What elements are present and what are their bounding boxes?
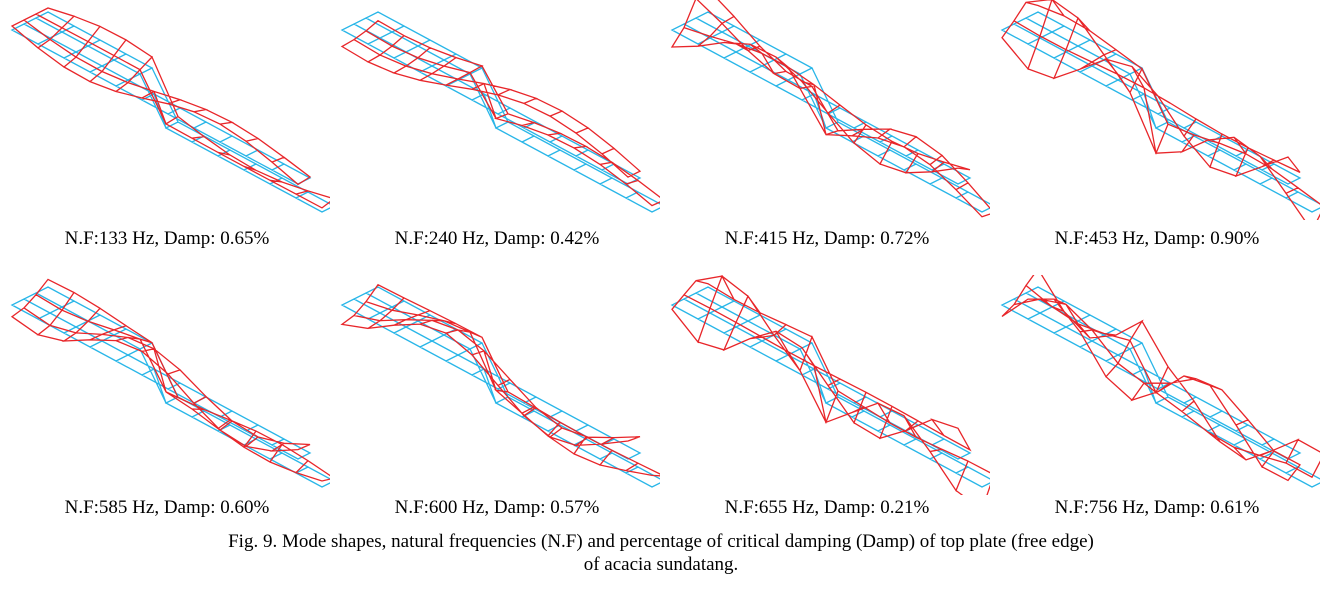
undeformed-mesh xyxy=(1002,287,1320,487)
undeformed-mesh xyxy=(672,12,990,212)
mode-shape xyxy=(662,0,990,220)
panel-caption: N.F:415 Hz, Damp: 0.72% xyxy=(662,228,992,250)
undeformed-mesh xyxy=(672,287,990,487)
mode-panel: N.F:585 Hz, Damp: 0.60% xyxy=(2,275,332,519)
mode-panel: N.F:240 Hz, Damp: 0.42% xyxy=(332,0,662,250)
mode-shape xyxy=(332,275,660,495)
mode-shape xyxy=(992,0,1320,220)
page: N.F:133 Hz, Damp: 0.65%N.F:240 Hz, Damp:… xyxy=(0,0,1322,599)
mode-panel: N.F:415 Hz, Damp: 0.72% xyxy=(662,0,992,250)
mode-shape xyxy=(2,0,330,220)
undeformed-mesh xyxy=(1002,12,1320,212)
panel-caption: N.F:600 Hz, Damp: 0.57% xyxy=(332,497,662,519)
mode-shape xyxy=(992,275,1320,495)
panel-caption: N.F:756 Hz, Damp: 0.61% xyxy=(992,497,1322,519)
mode-shape xyxy=(332,0,660,220)
mode-panel: N.F:600 Hz, Damp: 0.57% xyxy=(332,275,662,519)
deformed-mesh xyxy=(342,285,660,476)
panel-caption: N.F:655 Hz, Damp: 0.21% xyxy=(662,497,992,519)
panel-caption: N.F:453 Hz, Damp: 0.90% xyxy=(992,228,1322,250)
panel-caption: N.F:240 Hz, Damp: 0.42% xyxy=(332,228,662,250)
panel-caption: N.F:585 Hz, Damp: 0.60% xyxy=(2,497,332,519)
deformed-mesh xyxy=(672,276,990,495)
deformed-mesh xyxy=(12,279,330,481)
figure-caption: Fig. 9. Mode shapes, natural frequencies… xyxy=(0,530,1322,576)
undeformed-mesh xyxy=(342,12,660,212)
mode-panel: N.F:453 Hz, Damp: 0.90% xyxy=(992,0,1322,250)
mode-shape xyxy=(662,275,990,495)
mode-panel: N.F:133 Hz, Damp: 0.65% xyxy=(2,0,332,250)
caption-line: of acacia sundatang. xyxy=(0,553,1322,576)
undeformed-mesh xyxy=(12,287,330,487)
mode-panel: N.F:756 Hz, Damp: 0.61% xyxy=(992,275,1322,519)
panel-caption: N.F:133 Hz, Damp: 0.65% xyxy=(2,228,332,250)
undeformed-mesh xyxy=(342,287,660,487)
caption-line: Fig. 9. Mode shapes, natural frequencies… xyxy=(0,530,1322,553)
mode-panel: N.F:655 Hz, Damp: 0.21% xyxy=(662,275,992,519)
mode-shape xyxy=(2,275,330,495)
